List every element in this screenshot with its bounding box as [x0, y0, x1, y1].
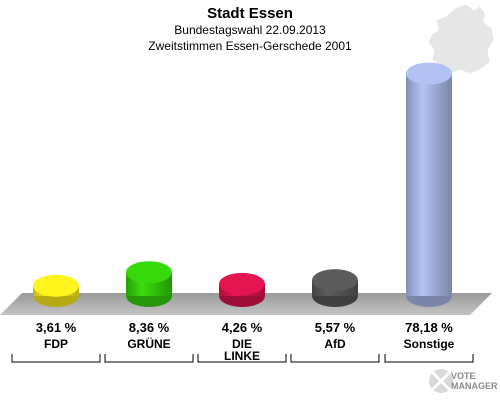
value-label: 78,18 % — [405, 320, 453, 335]
vote-manager-logo-icon — [429, 369, 453, 393]
chart-subtitle: Bundestagswahl 22.09.2013 — [174, 23, 326, 37]
axis-bracket — [384, 354, 474, 363]
value-label: 4,26 % — [221, 320, 263, 335]
category-label: FDP — [44, 337, 68, 351]
bar-top — [126, 261, 172, 284]
chart-title: Stadt Essen — [207, 5, 293, 22]
bar-die-linke — [219, 272, 265, 307]
bar-gr-ne — [126, 261, 172, 307]
value-label: 8,36 % — [128, 320, 170, 335]
logo-line-1: VOTE — [451, 371, 476, 381]
bar-top — [406, 62, 452, 85]
category-label: GRÜNE — [127, 337, 171, 351]
germany-map-icon — [427, 3, 495, 75]
category-label: AfD — [324, 337, 346, 351]
chart-subtitle-2: Zweitstimmen Essen-Gerschede 2001 — [148, 39, 352, 53]
bar-top — [33, 274, 79, 297]
category-label: Sonstige — [403, 337, 455, 351]
vote-manager-logo-text: VOTE MANAGER — [451, 371, 498, 391]
bar-sonstige — [406, 62, 452, 307]
axis-bracket — [290, 354, 380, 363]
bar-body — [406, 73, 452, 296]
bar-group — [33, 62, 452, 307]
logo-line-2: MANAGER — [451, 381, 498, 391]
bar-fdp — [33, 274, 79, 307]
bar-afd — [312, 269, 358, 307]
axis-bracket — [104, 354, 194, 363]
value-label: 5,57 % — [314, 320, 356, 335]
value-label: 3,61 % — [35, 320, 77, 335]
bar-top — [312, 269, 358, 292]
category-label: DIE LINKE — [224, 337, 260, 363]
axis-bracket — [197, 354, 287, 363]
axis-bracket — [11, 354, 101, 363]
bar-top — [219, 272, 265, 295]
category-axis — [11, 354, 474, 363]
